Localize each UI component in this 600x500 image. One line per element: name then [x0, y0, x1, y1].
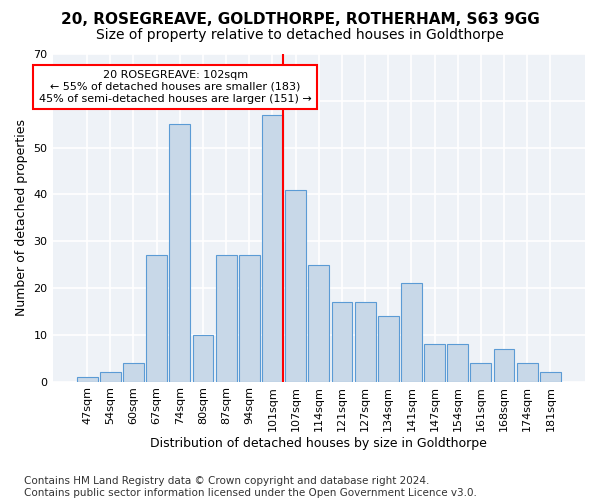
Bar: [517, 363, 538, 382]
Bar: [193, 335, 214, 382]
Text: Size of property relative to detached houses in Goldthorpe: Size of property relative to detached ho…: [96, 28, 504, 42]
Bar: [285, 190, 306, 382]
Bar: [239, 255, 260, 382]
Bar: [123, 363, 144, 382]
Bar: [332, 302, 352, 382]
Bar: [308, 264, 329, 382]
Bar: [494, 349, 514, 382]
Bar: [146, 255, 167, 382]
Bar: [448, 344, 468, 382]
Bar: [77, 377, 98, 382]
Bar: [470, 363, 491, 382]
Y-axis label: Number of detached properties: Number of detached properties: [15, 120, 28, 316]
Bar: [540, 372, 561, 382]
Bar: [424, 344, 445, 382]
Bar: [378, 316, 398, 382]
Text: Contains HM Land Registry data © Crown copyright and database right 2024.
Contai: Contains HM Land Registry data © Crown c…: [24, 476, 477, 498]
Bar: [355, 302, 376, 382]
Text: 20, ROSEGREAVE, GOLDTHORPE, ROTHERHAM, S63 9GG: 20, ROSEGREAVE, GOLDTHORPE, ROTHERHAM, S…: [61, 12, 539, 28]
Bar: [216, 255, 236, 382]
X-axis label: Distribution of detached houses by size in Goldthorpe: Distribution of detached houses by size …: [151, 437, 487, 450]
Bar: [262, 115, 283, 382]
Bar: [401, 284, 422, 382]
Bar: [100, 372, 121, 382]
Bar: [169, 124, 190, 382]
Text: 20 ROSEGREAVE: 102sqm
← 55% of detached houses are smaller (183)
45% of semi-det: 20 ROSEGREAVE: 102sqm ← 55% of detached …: [39, 70, 311, 104]
